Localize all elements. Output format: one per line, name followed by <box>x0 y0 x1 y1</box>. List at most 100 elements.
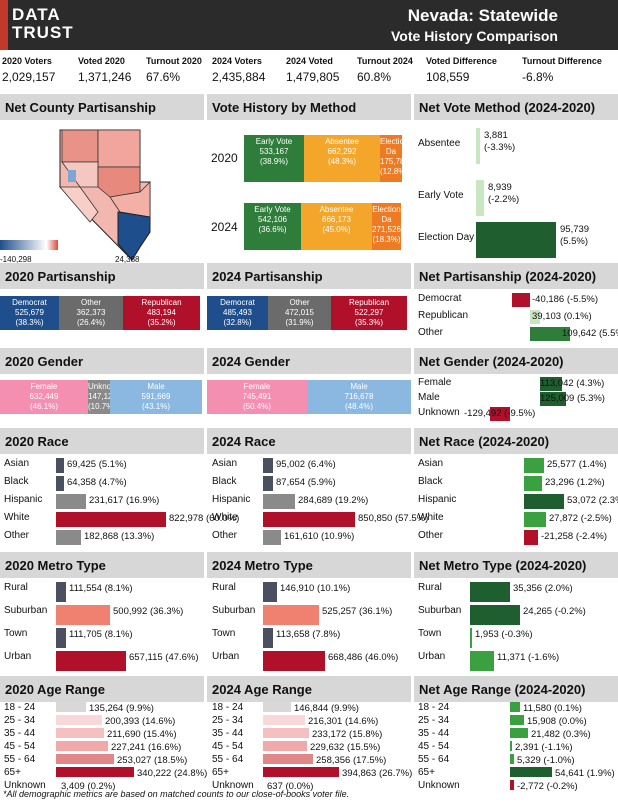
bar-race2024 <box>263 512 355 527</box>
footnote: *All demographic metrics are based on ma… <box>3 789 350 799</box>
bar-net-metro <box>470 628 472 648</box>
bar-metro2024 <box>263 628 273 648</box>
value-metro2020: 500,992 (36.3%) <box>113 606 184 617</box>
section-r2024: 2024 Race <box>207 428 411 454</box>
segment-count: 591,669 <box>141 392 171 401</box>
segment-pct: (46.1%) <box>29 402 58 411</box>
value-age2024: 394,863 (26.7%) <box>342 768 413 779</box>
bar-metro2024 <box>263 582 277 602</box>
value-net-age: 54,641 (1.9%) <box>555 768 615 779</box>
row-label-net-metro: Rural <box>418 582 442 593</box>
net-gender-label: Unknown <box>418 407 460 418</box>
segment-label: Early Vote <box>254 205 291 214</box>
section-net_race: Net Race (2024-2020) <box>414 428 618 454</box>
net-method-bar <box>476 180 484 216</box>
value-net-age: 15,908 (0.0%) <box>527 716 587 727</box>
value-net-race: 25,577 (1.4%) <box>547 459 607 470</box>
row-label-age2020: 25 - 34 <box>4 715 36 726</box>
net-method-pct: (-3.3%) <box>484 142 516 153</box>
bar-net-metro <box>470 582 510 602</box>
value-metro2020: 111,705 (8.1%) <box>69 629 133 640</box>
stacked-segment: Democrat 485,493 (32.8%) <box>207 296 268 330</box>
segment-count: 666,173 <box>322 215 351 224</box>
value-race2024: 87,654 (5.9%) <box>276 477 336 488</box>
row-label-age2024: 65+ <box>212 767 229 778</box>
segment-pct: (48.3%) <box>327 157 356 166</box>
net-gender-bar <box>540 392 566 406</box>
value-net-race: -21,258 (-2.4%) <box>541 531 608 542</box>
bar-race2024 <box>263 530 281 545</box>
row-label-race2024: White <box>212 512 238 523</box>
stacked-segment: Democrat 525,679 (38.3%) <box>0 296 59 330</box>
value-metro2024: 146,910 (10.1%) <box>280 583 351 594</box>
segment-label: Unknown <box>88 382 110 391</box>
segment-pct: (31.9%) <box>285 318 314 327</box>
bar-race2020 <box>56 494 86 509</box>
bar-age2024 <box>263 728 309 738</box>
stat-label: Voted Difference <box>426 56 497 66</box>
row-label-net-age: 55 - 64 <box>418 754 450 765</box>
row-label-metro2020: Rural <box>4 582 28 593</box>
value-race2020: 64,358 (4.7%) <box>67 477 127 488</box>
net-part-label: Other <box>418 327 444 338</box>
segment-label: Republican <box>141 298 182 307</box>
row-label-race2020: White <box>4 512 30 523</box>
row-label-age2020: 45 - 54 <box>4 741 36 752</box>
bar-race2024 <box>263 476 273 491</box>
segment-pct: (36.6%) <box>258 225 287 234</box>
segment-count: 362,373 <box>76 308 106 317</box>
method-year-2024: 2024 <box>211 220 238 234</box>
stat-value: 108,559 <box>426 70 470 84</box>
stat-5: Turnout 2024 60.8% <box>357 56 413 84</box>
bar-net-age <box>510 728 528 738</box>
stacked-segment: Republican 522,297 (35.3%) <box>331 296 407 330</box>
section-g2020: 2020 Gender <box>0 348 204 374</box>
section-g2024: 2024 Gender <box>207 348 411 374</box>
value-age2020: 3,409 (0.2%) <box>61 781 116 792</box>
value-net-race: 27,872 (-2.5%) <box>549 513 612 524</box>
bar-age2020 <box>56 702 86 712</box>
bar-net-age <box>510 702 520 712</box>
value-net-metro: 35,356 (2.0%) <box>513 583 573 594</box>
segment-label: Early Vote <box>255 137 293 146</box>
logo: DATA TRUST <box>12 5 74 42</box>
stat-3: 2024 Voters 2,435,884 <box>212 56 265 84</box>
stat-4: 2024 Voted 1,479,805 <box>286 56 339 84</box>
bar-net-metro <box>470 605 520 625</box>
row-label-race2024: Asian <box>212 458 238 469</box>
row-label-race2020: Other <box>4 530 30 541</box>
segment-count: 525,679 <box>15 308 44 317</box>
value-race2020: 182,868 (13.3%) <box>84 531 155 542</box>
net-part-value: -40,186 (-5.5%) <box>532 294 599 305</box>
row-label-age2024: 25 - 34 <box>212 715 244 726</box>
row-label-net-age: 18 - 24 <box>418 702 450 713</box>
stacked-segment: Male 591,669 (43.1%) <box>110 380 202 414</box>
value-race2020: 231,617 (16.9%) <box>89 495 160 506</box>
bar-age2024 <box>263 767 339 777</box>
header-bar: DATA TRUST Nevada: Statewide Vote History… <box>0 0 618 50</box>
row-label-net-age: 45 - 54 <box>418 741 450 752</box>
segment-label: Female <box>243 382 271 391</box>
stacked-segment: Male 716,678 (48.4%) <box>307 380 411 414</box>
row-label-net-race: Other <box>418 530 444 541</box>
section-a2020: 2020 Age Range <box>0 676 204 702</box>
segment-pct: (38.9%) <box>259 157 288 166</box>
bar-net-race <box>524 530 538 545</box>
net-method-pct: (5.5%) <box>560 236 588 247</box>
value-metro2024: 113,658 (7.8%) <box>276 629 341 640</box>
net-method-value: 95,739 <box>560 224 590 235</box>
section-net_gender: Net Gender (2024-2020) <box>414 348 618 374</box>
value-age2020: 253,027 (18.5%) <box>117 755 188 766</box>
segment-count: 271,526 <box>372 225 401 234</box>
stat-value: 60.8% <box>357 70 392 84</box>
segment-label: Male <box>350 382 368 391</box>
stat-label: Voted 2020 <box>78 56 125 66</box>
bar-age2020 <box>56 741 108 751</box>
stat-label: 2024 Voters <box>212 56 262 66</box>
bar-race2020 <box>56 458 64 473</box>
row-label-race2024: Other <box>212 530 238 541</box>
net-method-label: Election Day <box>418 232 475 243</box>
row-label-metro2024: Suburban <box>212 605 256 616</box>
row-label-net-age: Unknown <box>418 780 460 791</box>
